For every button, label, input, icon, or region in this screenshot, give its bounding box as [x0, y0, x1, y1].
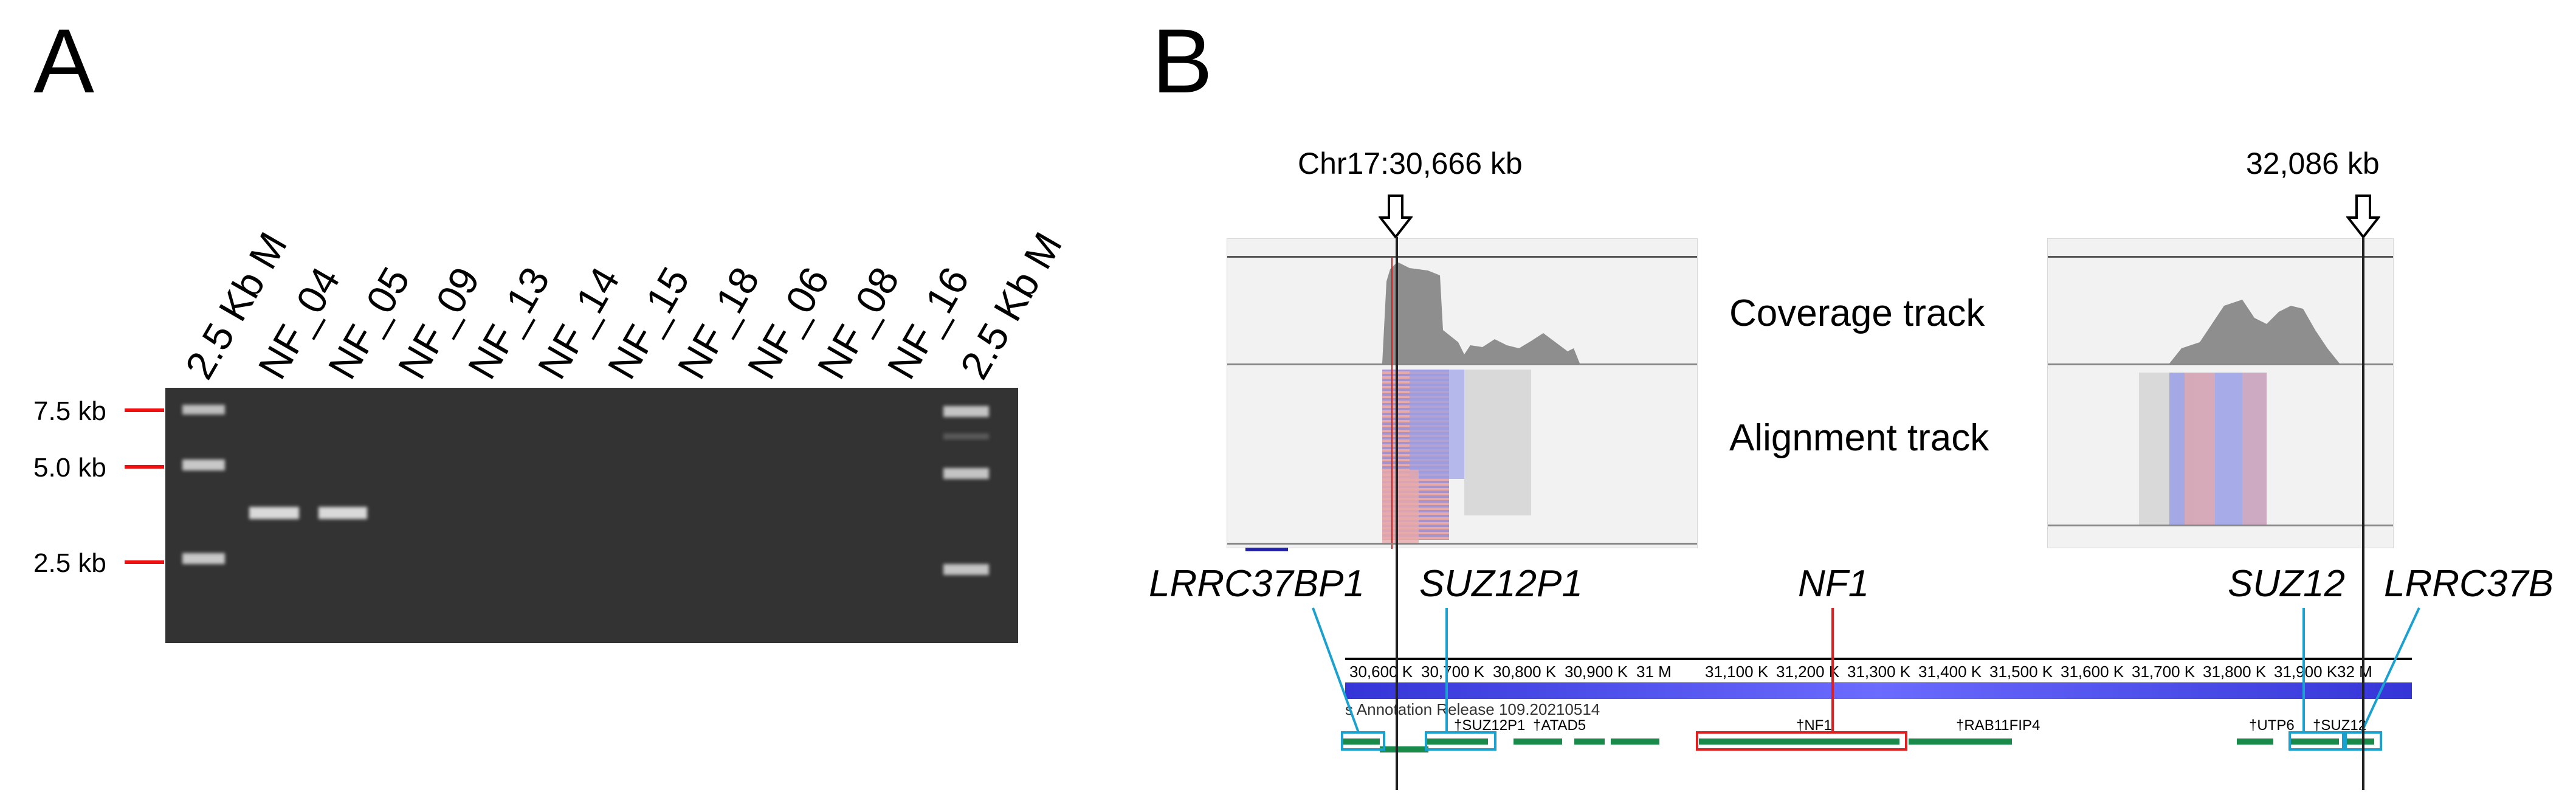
gene-bar: [1427, 738, 1488, 745]
gene-track-label: †ATAD5: [1533, 717, 1586, 734]
genome-scale: [1345, 660, 2412, 683]
gene-map: [1345, 658, 2412, 745]
ladder-band: [182, 405, 225, 415]
gel-image: [165, 388, 1018, 643]
alignment-track-label: Alignment track: [1729, 417, 1989, 459]
ladder-band: [943, 406, 989, 417]
gene-bar: [2290, 738, 2339, 745]
sample-band-nf04: [249, 507, 299, 519]
scale-tick: 31,500 K: [1989, 663, 2053, 681]
scale-tick: 31,700 K: [2132, 663, 2195, 681]
scale-tick: 31 M: [1636, 663, 1672, 681]
gene-bar: [1574, 738, 1605, 745]
gene-bar-nf1: [1699, 738, 1899, 745]
scale-tick: 31,400 K: [1918, 663, 1982, 681]
gene-track-label: †UTP6: [2249, 717, 2295, 734]
scale-tick: 31,200 K: [1776, 663, 1840, 681]
ladder-tick: [125, 465, 164, 469]
ladder-label-7-5: 7.5 kb: [33, 396, 106, 426]
left-breakpoint-label: Chr17:30,666 kb: [1298, 146, 1523, 181]
highlight-nf1: [1696, 731, 1907, 751]
gene-bar: [2344, 738, 2374, 745]
igv-view-left: [1227, 238, 1698, 551]
gene-bar: [2237, 738, 2273, 745]
gene-track-label: †NF1: [1796, 717, 1832, 734]
gene-bar: [1380, 746, 1428, 752]
gene-label-suz12p1: SUZ12P1: [1419, 563, 1583, 605]
ladder-label-2-5: 2.5 kb: [33, 548, 106, 578]
highlight-suz12: [2288, 731, 2347, 751]
annotation-release: s Annotation Release 109.20210514: [1345, 700, 1600, 718]
ladder-tick: [125, 560, 164, 564]
scale-tick: 31,900 K: [2274, 663, 2338, 681]
scale-tick: 30,700 K: [1421, 663, 1485, 681]
gene-track-label: †RAB11FIP4: [1956, 717, 2040, 734]
igv-tracks-left: [1227, 257, 1697, 551]
coverage-track-label: Coverage track: [1729, 292, 1985, 334]
igv-tracks-right: [2048, 300, 2393, 526]
gene-label-suz12: SUZ12: [2228, 563, 2345, 605]
highlight-lrrc37bp1: [1341, 731, 1385, 751]
scale-tick: 31,800 K: [2203, 663, 2267, 681]
scale-tick: 30,900 K: [1565, 663, 1628, 681]
right-breakpoint-label: 32,086 kb: [2246, 146, 2380, 181]
down-arrow-icon: [2346, 195, 2380, 239]
down-arrow-icon: [1379, 195, 1413, 239]
ladder-band: [943, 564, 989, 575]
ladder-band: [182, 553, 225, 564]
gene-track-label: †SUZ12P1: [1454, 717, 1526, 734]
gene-track-label: †SUZ12: [2313, 717, 2367, 734]
scale-tick: 31,300 K: [1847, 663, 1911, 681]
igv-ruler: [2048, 256, 2393, 258]
ladder-band: [943, 468, 989, 479]
scale-tick: 30,800 K: [1493, 663, 1557, 681]
ladder-label-5-0: 5.0 kb: [33, 453, 106, 483]
panel-a-letter: A: [33, 10, 95, 112]
gene-bar: [1343, 738, 1380, 745]
igv-ruler: [1227, 256, 1697, 258]
scale-tick: 30,600 K: [1349, 663, 1413, 681]
gene-bar: [1611, 738, 1659, 745]
ladder-band: [943, 433, 989, 439]
panel-b-letter: B: [1152, 10, 1213, 112]
scale-tick: 31,100 K: [1705, 663, 1769, 681]
gene-label-lrrc37bp1: LRRC37BP1: [1149, 563, 1365, 605]
sample-band-nf05: [319, 507, 367, 519]
scale-tick: 31,600 K: [2061, 663, 2124, 681]
igv-view-right: [2047, 238, 2394, 548]
gene-label-nf1: NF1: [1798, 563, 1870, 605]
highlight-suz12p1: [1425, 731, 1496, 751]
scale-tick: 32 M: [2337, 663, 2372, 681]
gene-bar: [1514, 738, 1562, 745]
chromosome-ideogram: [1345, 683, 2412, 699]
gene-bar: [1909, 738, 2012, 745]
gene-label-lrrc37b: LRRC37B: [2384, 563, 2554, 605]
ladder-band: [182, 460, 225, 470]
ladder-tick: [125, 408, 164, 412]
